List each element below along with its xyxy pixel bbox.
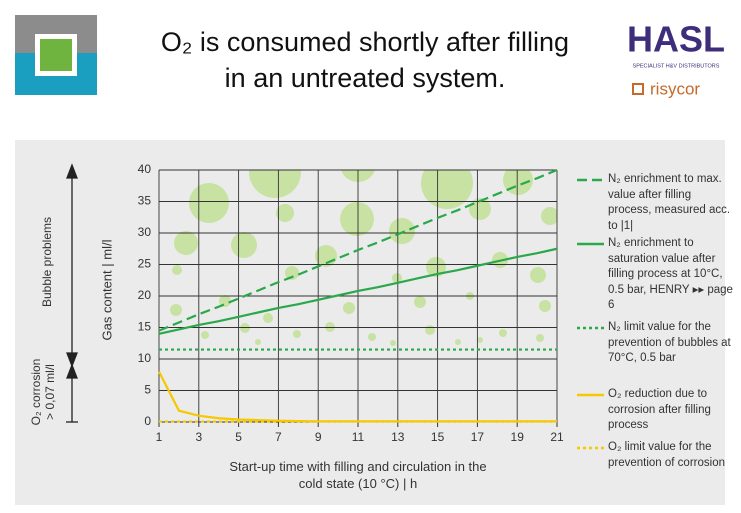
x-tick-label: 13 (391, 430, 405, 444)
legend-label: N₂ enrichment to max. value after fillin… (608, 173, 731, 232)
y-tick-label: 5 (144, 383, 151, 397)
x-tick-label: 11 (352, 430, 365, 444)
legend-label: O₂ limit value for the prevention of cor… (608, 441, 725, 469)
annotation-arrows (66, 163, 78, 423)
y-axis-label: Gas content | ml/l (99, 239, 114, 340)
x-tick-label: 3 (195, 430, 202, 444)
legend-label: N₂ enrichment to saturation value after … (608, 237, 733, 311)
logo-mark (15, 15, 97, 95)
x-tick-label: 19 (511, 430, 525, 444)
y-tick-label: 35 (138, 194, 152, 208)
y-tick-label: 15 (138, 320, 152, 334)
series-line (158, 247, 558, 335)
bubbles (170, 170, 557, 346)
x-tick-label: 21 (550, 430, 564, 444)
brand: HASL (627, 19, 725, 60)
x-tick-label: 7 (275, 430, 282, 444)
y-tick-label: 10 (138, 351, 152, 365)
x-tick-label: 9 (315, 430, 322, 444)
y-tick-label: 25 (138, 257, 152, 271)
y-tick-label: 30 (138, 225, 152, 239)
partner-icon (632, 83, 644, 95)
brand-tagline: SPECIALIST H&V DISTRIBUTORS (633, 63, 720, 69)
title-line: O₂ is consumed shortly after filling (161, 27, 569, 57)
y-tick-label: 40 (138, 162, 152, 176)
y-tick-label: 0 (144, 414, 151, 428)
x-tick-label: 17 (471, 430, 485, 444)
x-tick-label: 15 (431, 430, 445, 444)
chart-panel (15, 140, 725, 505)
y-tick-label: 20 (138, 288, 152, 302)
annotation: Bubble problems (40, 217, 54, 307)
annotation: O₂ corrosion (29, 359, 43, 426)
x-tick-label: 1 (156, 430, 163, 444)
legend-label: O₂ reduction due to corrosion after fill… (608, 388, 711, 431)
annotation: > 0,07 ml/l (43, 364, 57, 420)
title-line: in an untreated system. (225, 63, 506, 93)
partner: risycor (650, 79, 700, 98)
x-tick-label: 5 (235, 430, 242, 444)
legend-label: N₂ limit value for the prevention of bub… (608, 321, 731, 364)
x-axis-label: Start-up time with filling and circulati… (229, 459, 487, 491)
series-line (158, 168, 558, 332)
